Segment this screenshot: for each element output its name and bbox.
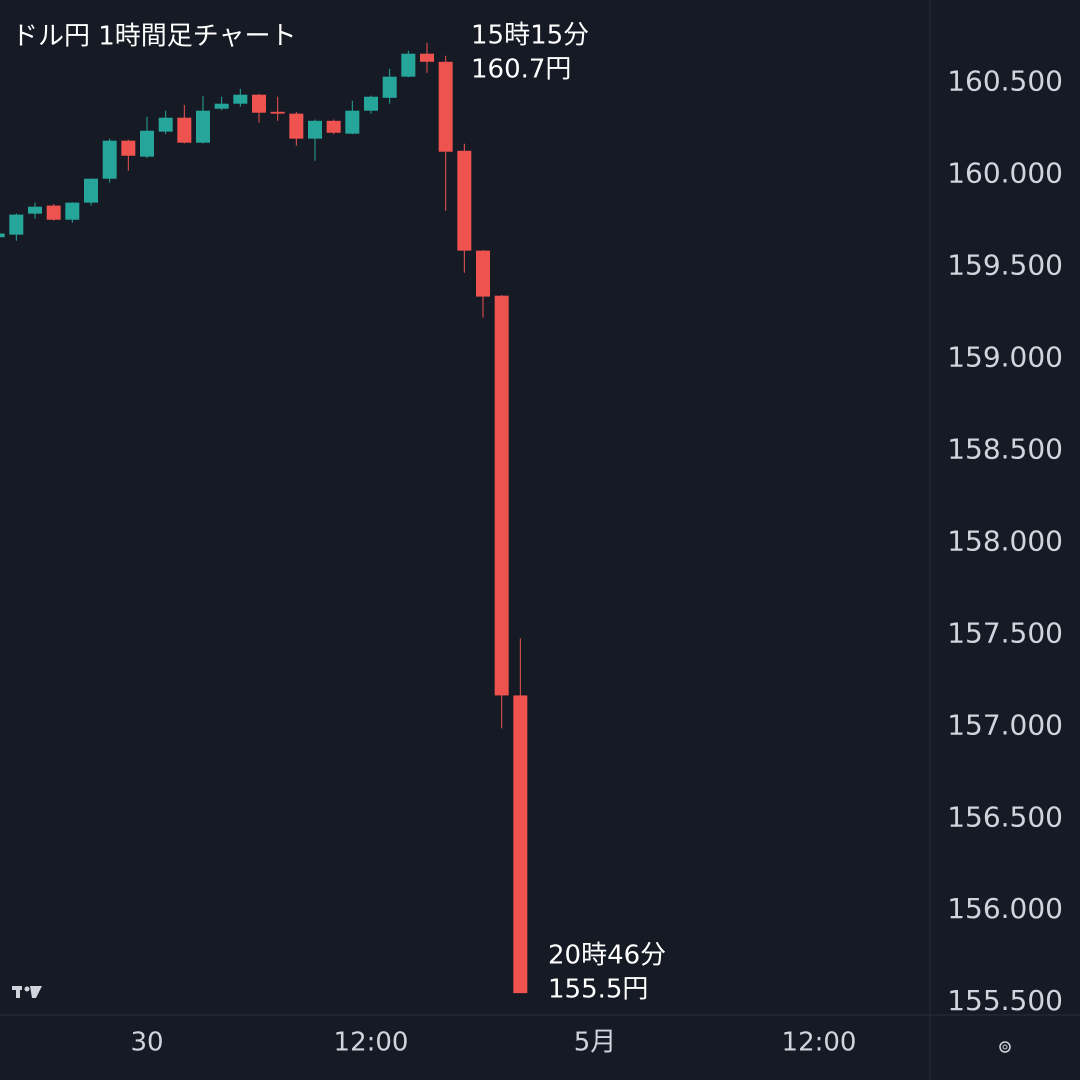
candle-body (476, 250, 491, 297)
candle-body (270, 111, 285, 114)
candle-body (401, 53, 416, 77)
candle-body (65, 202, 80, 220)
candle-body (46, 205, 61, 220)
x-tick-label: 12:00 (782, 1028, 857, 1058)
x-tick-label: 12:00 (334, 1028, 409, 1058)
y-tick-label: 158.500 (947, 432, 1063, 465)
candle-body (177, 117, 192, 143)
y-tick-label: 158.000 (947, 524, 1063, 557)
candle-body (364, 96, 379, 111)
candle-body (513, 695, 528, 994)
candle-body (27, 206, 42, 214)
candle-body (494, 295, 509, 696)
candle-body (214, 103, 229, 109)
candle-body (382, 76, 397, 98)
chart-title: ドル円 1時間足チャート (12, 22, 297, 52)
candle-body (233, 94, 248, 104)
logo (12, 986, 42, 998)
y-tick-label: 156.500 (947, 800, 1063, 833)
candle-body (158, 117, 173, 132)
y-tick-label: 155.500 (947, 984, 1063, 1017)
x-tick-label: 30 (130, 1028, 163, 1058)
settings-icon[interactable] (999, 1041, 1011, 1053)
candle-body (121, 140, 136, 156)
candle-body (457, 150, 472, 251)
annotation: 15時15分 (471, 21, 589, 51)
candle-body (308, 120, 323, 139)
candle-body (345, 110, 360, 134)
y-tick-label: 160.500 (947, 65, 1063, 98)
candle-body (0, 233, 5, 238)
candle-body (326, 120, 341, 133)
annotation: 155.5円 (548, 975, 648, 1005)
candle-body (420, 53, 435, 62)
candle-body (438, 61, 453, 152)
y-tick-label: 156.000 (947, 892, 1063, 925)
candle-body (140, 130, 154, 157)
annotation: 20時46分 (548, 941, 666, 971)
y-tick-label: 157.000 (947, 708, 1063, 741)
y-tick-label: 159.500 (947, 249, 1063, 282)
annotation: 160.7円 (471, 55, 571, 85)
y-tick-label: 160.000 (947, 157, 1063, 190)
candle-body (289, 113, 304, 139)
candle-body (102, 140, 117, 179)
y-tick-label: 159.000 (947, 341, 1063, 374)
candle-body (9, 214, 24, 235)
candle-body (83, 178, 98, 203)
y-tick-label: 157.500 (947, 616, 1063, 649)
x-tick-label: 5月 (574, 1028, 617, 1058)
candle-body (196, 110, 211, 143)
candle-body (252, 94, 267, 113)
